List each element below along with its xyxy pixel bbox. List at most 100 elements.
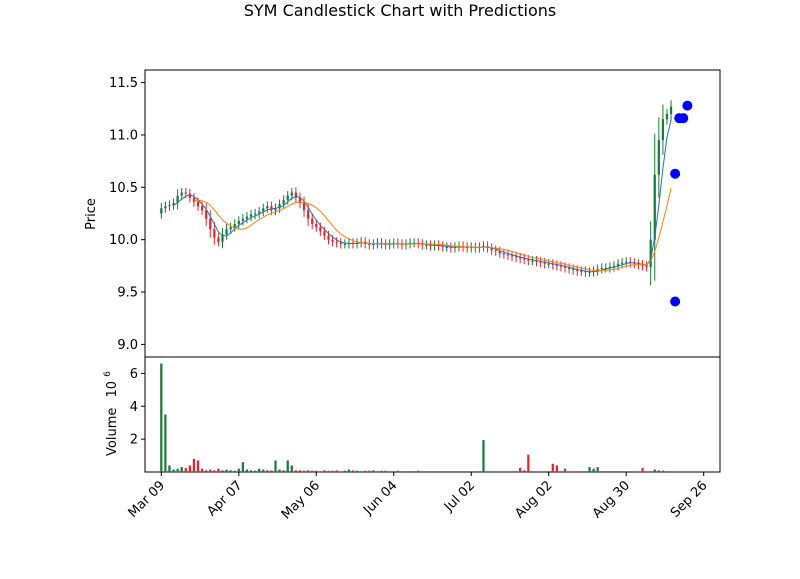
candle-body <box>225 229 228 235</box>
volume-bar <box>241 462 244 472</box>
candle-body <box>482 245 485 248</box>
x-tick-label: Jun 04 <box>360 478 400 518</box>
volume-bar <box>669 471 673 472</box>
volume-bar <box>441 471 444 472</box>
candle-body <box>466 247 469 249</box>
candle-body <box>608 266 612 268</box>
volume-bar <box>519 467 522 472</box>
volume-bar <box>457 471 461 472</box>
price-y-tick-label: 9.5 <box>117 286 138 301</box>
volume-bar <box>527 454 530 472</box>
candle-body <box>396 242 399 244</box>
candle-body <box>217 237 220 242</box>
candle-body <box>625 261 628 263</box>
volume-bar <box>343 470 346 472</box>
volume-bar <box>563 468 567 472</box>
volume-exponent-power: 6 <box>103 371 113 377</box>
volume-bar <box>510 471 514 472</box>
volume-bar <box>653 469 656 472</box>
candle-body <box>576 270 579 272</box>
volume-bar <box>319 471 322 472</box>
volume-bar <box>437 471 440 472</box>
volume-bar <box>188 465 191 472</box>
candle-body <box>514 256 518 258</box>
volume-bar <box>164 414 167 472</box>
candle-body <box>498 251 501 254</box>
candle-body <box>421 243 424 245</box>
candle-body <box>262 208 265 212</box>
candle-body <box>372 243 375 245</box>
candle-body <box>616 263 620 266</box>
volume-bar <box>645 471 648 472</box>
volume-bar <box>637 471 640 472</box>
candle-body <box>523 258 526 260</box>
candle-body <box>343 243 346 245</box>
candle-body <box>531 260 534 262</box>
volume-bar <box>209 469 212 472</box>
candle-body <box>600 267 603 270</box>
candle-body <box>588 272 591 274</box>
candle-body <box>258 211 261 214</box>
candle-body <box>298 197 302 204</box>
chart-title: SYM Candlestick Chart with Predictions <box>244 1 557 20</box>
volume-bar <box>323 470 326 472</box>
price-axis-label: Price <box>84 198 99 230</box>
x-tick-label: Jul 02 <box>441 478 478 515</box>
volume-plot-frame <box>144 356 721 473</box>
candle-body <box>572 269 575 271</box>
volume-bar <box>445 471 448 472</box>
volume-bar <box>388 471 391 472</box>
candle-body <box>168 205 171 207</box>
candle-body <box>213 229 216 238</box>
volume-bar <box>559 471 563 472</box>
candle-body <box>612 265 616 267</box>
volume-bar <box>502 471 505 472</box>
price-y-tick-label: 11.0 <box>109 128 138 143</box>
candle-body <box>266 206 269 209</box>
volume-bar <box>315 470 318 472</box>
volume-bar <box>380 470 383 472</box>
volume-bar <box>396 470 399 472</box>
candle-body <box>490 248 493 251</box>
volume-bar <box>372 470 375 472</box>
price-marks <box>160 100 693 307</box>
volume-bar <box>233 470 236 472</box>
volume-bar <box>404 471 408 472</box>
volume-bar <box>278 469 281 472</box>
volume-bar <box>523 470 526 472</box>
volume-bar <box>306 470 310 472</box>
x-tick-label: Aug 30 <box>590 478 633 521</box>
volume-bar <box>612 471 616 472</box>
volume-bar <box>600 471 603 472</box>
volume-bar <box>535 471 538 472</box>
volume-bar <box>421 471 424 472</box>
volume-bar <box>184 467 187 472</box>
candle-body <box>519 257 522 259</box>
volume-bar <box>172 469 175 472</box>
volume-bar <box>160 363 163 472</box>
volume-bar <box>335 470 338 472</box>
volume-bar <box>580 471 583 472</box>
candle-body <box>649 239 652 267</box>
volume-bar <box>584 471 587 472</box>
volume-bar <box>482 439 485 472</box>
price-y-tick-label: 11.5 <box>109 76 138 91</box>
volume-bar <box>494 471 497 472</box>
volume-bar <box>625 471 628 472</box>
volume-bar <box>633 471 636 472</box>
candle-body <box>502 253 505 255</box>
volume-bar <box>649 471 652 472</box>
candle-body <box>221 234 224 242</box>
volume-bar <box>282 470 285 472</box>
price-plot-frame <box>144 69 721 358</box>
volume-bar <box>225 469 228 472</box>
x-tick-label: May 06 <box>279 478 323 522</box>
prediction-marker <box>670 296 681 307</box>
price-y-tick-label: 10.0 <box>109 233 138 248</box>
prediction-marker <box>682 100 693 111</box>
volume-bar <box>555 465 559 472</box>
volume-bar <box>531 471 534 472</box>
volume-bar <box>433 471 436 472</box>
candle-body <box>470 247 473 249</box>
